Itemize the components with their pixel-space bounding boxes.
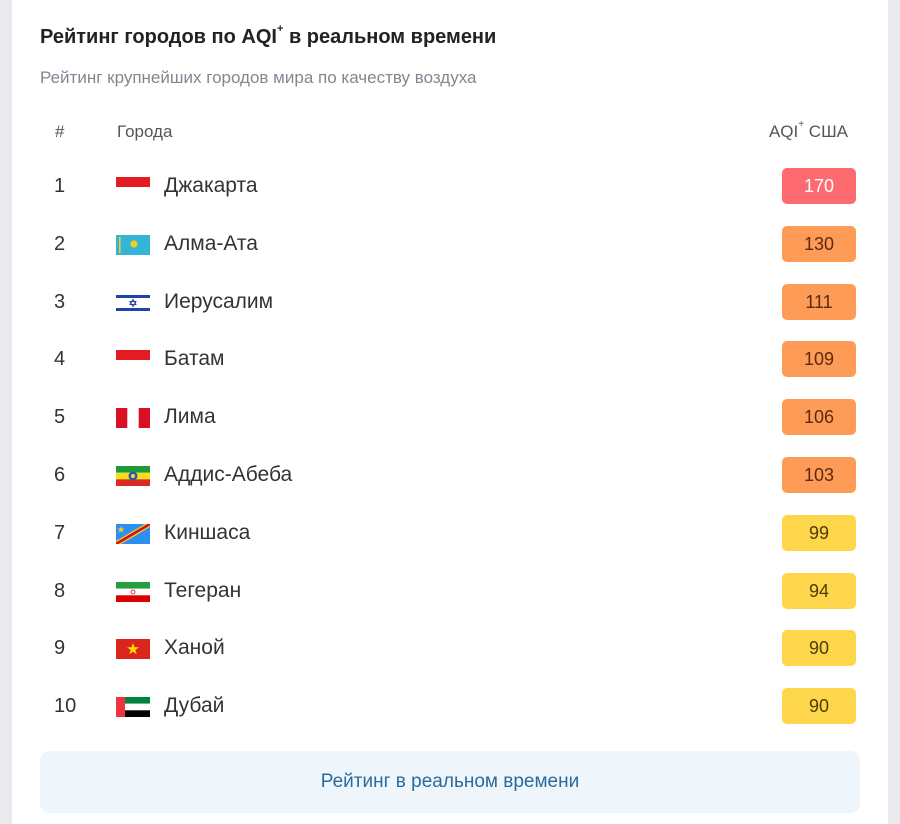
- city-name[interactable]: Тегеран: [164, 578, 242, 602]
- city-name[interactable]: Алма-Ата: [164, 231, 258, 255]
- uae-flag: [116, 697, 150, 718]
- dr-congo-flag: [116, 523, 150, 544]
- city-name[interactable]: Ханой: [164, 636, 225, 660]
- ranking-card: Рейтинг городов по AQI+ в реальном време…: [12, 0, 888, 824]
- peru-flag: [116, 408, 150, 429]
- kazakhstan-flag: [116, 234, 150, 255]
- rank-number: 7: [54, 521, 66, 544]
- city-row[interactable]: 7 Киншаса 99: [40, 507, 860, 559]
- rank-number: 1: [54, 175, 66, 197]
- city-row[interactable]: 9 Ханой 90: [40, 622, 860, 674]
- city-row[interactable]: 4 Батам 109: [40, 333, 860, 385]
- rank-number: 8: [54, 579, 66, 602]
- iran-flag: [116, 581, 150, 602]
- aqi-badge: 109: [782, 341, 856, 378]
- city-name[interactable]: Иерусалим: [164, 289, 274, 313]
- column-header-aqi: AQI+ США: [768, 119, 848, 141]
- rank-number: 2: [54, 232, 66, 255]
- rank-number: 5: [54, 406, 66, 429]
- rank-number: 3: [54, 290, 66, 313]
- aqi-badge: 111: [782, 283, 856, 320]
- city-row[interactable]: 6 Аддис-Абеба 103: [40, 449, 860, 501]
- indonesia-flag: [116, 350, 150, 371]
- aqi-badge: 90: [782, 688, 856, 725]
- city-row[interactable]: 8 Тегеран 94: [40, 565, 860, 617]
- city-row[interactable]: 5 Лима 106: [40, 391, 860, 443]
- rank-number: 9: [54, 637, 66, 660]
- city-name[interactable]: Киншаса: [164, 520, 251, 544]
- ranking-title: Рейтинг городов по AQI+ в реальном време…: [40, 23, 497, 48]
- city-name[interactable]: Батам: [164, 347, 225, 371]
- israel-flag: [116, 292, 150, 313]
- city-name[interactable]: Джакарта: [164, 174, 258, 197]
- aqi-badge: 170: [782, 168, 856, 204]
- city-name[interactable]: Дубай: [164, 694, 225, 718]
- city-row[interactable]: 1 Джакарта 170: [40, 160, 860, 212]
- aqi-badge: 106: [782, 399, 856, 436]
- aqi-badge: 94: [782, 572, 856, 609]
- aqi-badge: 130: [782, 225, 856, 262]
- indonesia-flag: [116, 177, 150, 197]
- rank-number: 6: [54, 464, 66, 486]
- rank-number: 4: [54, 348, 66, 371]
- ethiopia-flag: [116, 466, 150, 486]
- aqi-badge: 103: [782, 457, 856, 493]
- ranking-subtitle: Рейтинг крупнейших городов мира по качес…: [40, 68, 477, 87]
- rank-number: 10: [54, 695, 77, 718]
- realtime-ranking-button[interactable]: Рейтинг в реальном времени: [40, 751, 860, 813]
- city-name[interactable]: Аддис-Абеба: [164, 463, 293, 486]
- aqi-badge: 99: [782, 514, 856, 551]
- vietnam-flag: [116, 639, 150, 660]
- column-header-rank: #: [55, 122, 65, 141]
- city-row[interactable]: 2 Алма-Ата 130: [40, 218, 860, 270]
- city-row[interactable]: 3 Иерусалим 111: [40, 276, 860, 328]
- column-header-city: Города: [117, 122, 173, 141]
- city-row[interactable]: 10 Дубай 90: [40, 680, 860, 732]
- aqi-badge: 90: [782, 630, 856, 667]
- city-name[interactable]: Лима: [164, 405, 216, 429]
